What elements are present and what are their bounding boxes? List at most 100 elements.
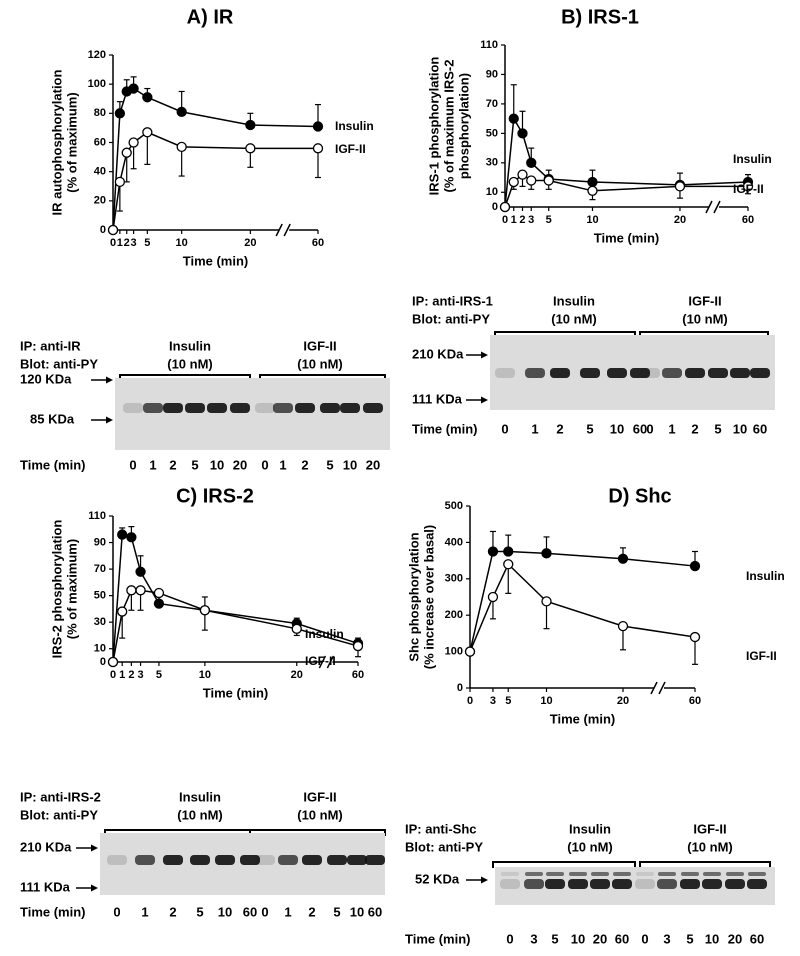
band [591,872,609,876]
group-dose: (10 nM) [551,311,597,326]
y-axis-label: (% of maximum) [64,92,79,192]
band [658,872,676,876]
lane-label: 3 [530,931,537,946]
group-dose: (10 nM) [167,356,213,371]
x-tick-label: 5 [144,237,150,249]
lane-label: 0 [129,457,136,472]
band [708,368,728,378]
group-agent: IGF-II [303,789,336,804]
lane-label: 2 [169,457,176,472]
band [635,879,655,889]
data-point [176,106,187,118]
data-point [153,587,165,599]
axis-break [275,223,283,237]
x-tick-label: 0 [467,695,473,707]
marker-arrowhead [91,884,98,892]
band [295,403,315,413]
group-dose: (10 nM) [297,356,343,371]
data-point [503,546,514,557]
band [524,879,544,889]
y-tick-label: 60 [94,136,106,148]
y-axis-label: Shc phosphorylation [406,532,421,661]
blot-ip: IP: anti-IRS-1 [412,293,493,308]
band [525,872,543,876]
band [302,855,322,865]
lane-label: 20 [233,457,247,472]
data-point [245,143,256,154]
y-tick-label: 50 [94,590,106,602]
y-tick-label: 80 [94,107,106,119]
series-label: Insulin [746,569,785,583]
band [607,368,627,378]
series-line [504,116,749,208]
data-point [245,119,256,131]
data-point [126,532,137,543]
group-agent: Insulin [569,821,611,836]
band [612,879,632,889]
marker-arrowhead [481,351,488,359]
series-label: Insulin [335,119,374,133]
axis-break [283,223,291,237]
data-point [312,121,324,132]
data-point [517,169,528,180]
y-tick-label: 20 [94,195,106,207]
y-tick-label: 400 [445,536,463,548]
lane-label: 5 [551,931,558,946]
y-tick-label: 70 [486,98,498,110]
band [546,872,564,876]
y-axis-label: (% of maximum) [64,539,79,639]
y-tick-label: 500 [445,500,463,512]
y-tick-label: 90 [94,536,106,548]
band [702,879,722,889]
band [703,872,721,876]
band [207,403,227,413]
y-tick-label: 50 [486,127,498,139]
mw-marker: 111 KDa [20,879,71,894]
lane-label: 5 [586,421,593,436]
data-point [543,175,554,186]
lane-label: 3 [663,931,670,946]
lane-label: 1 [279,457,286,472]
band [681,872,699,876]
group-dose: (10 nM) [682,311,728,326]
band [163,855,183,865]
band [569,872,587,876]
axis-break [650,681,658,695]
band [748,872,766,876]
group-bracket [639,861,771,868]
data-point [487,591,499,603]
lane-label: 5 [686,931,693,946]
series-label: IGF-II [305,654,336,668]
band [230,403,250,413]
band [640,368,660,378]
data-point [617,553,629,564]
lane-label: 2 [308,904,315,919]
band [657,879,677,889]
chart-title: D) Shc [608,485,671,507]
band [500,879,520,889]
time-label: Time (min) [405,931,471,946]
y-tick-label: 30 [486,157,498,169]
blot-antibody: Blot: anti-PY [20,356,98,371]
data-point [689,560,701,572]
lane-label: 0 [501,421,508,436]
x-tick-label: 60 [312,237,324,249]
lane-label: 10 [571,931,585,946]
lane-label: 1 [284,904,291,919]
lane-label: 1 [668,421,675,436]
band [215,855,235,865]
lane-label: 5 [714,421,721,436]
y-axis-label: IR autophosphorylation [49,70,64,216]
blot-ip: IP: anti-IRS-2 [20,789,101,804]
marker-arrowhead [481,396,488,404]
y-tick-label: 0 [100,656,106,668]
band [495,368,515,378]
chart-title: A) IR [187,6,234,28]
axis-break [326,655,335,669]
x-tick-label: 20 [244,237,256,249]
x-tick-label: 3 [528,214,534,226]
band [365,855,385,865]
data-point [508,113,519,124]
x-tick-label: 60 [742,214,754,226]
x-axis-label: Time (min) [594,230,660,245]
